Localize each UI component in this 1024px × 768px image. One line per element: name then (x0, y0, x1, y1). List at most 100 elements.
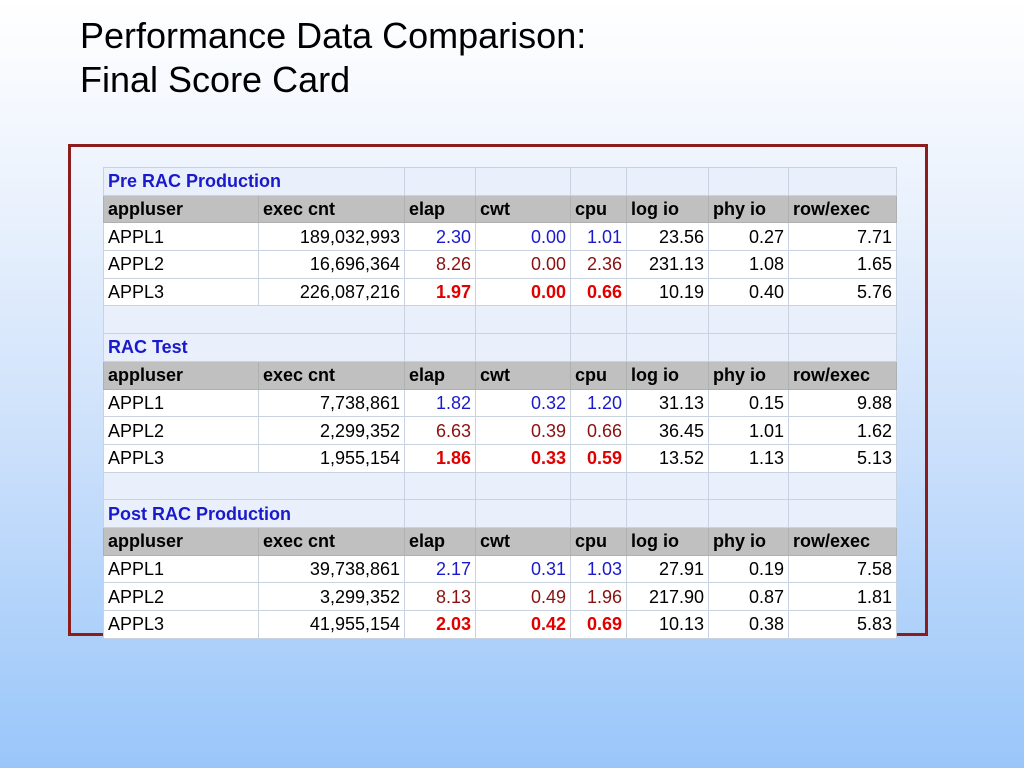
empty-cell (626, 305, 710, 335)
empty-cell (475, 499, 572, 528)
column-header: appluser (103, 194, 259, 224)
cell-row-exec: 5.76 (788, 277, 898, 307)
column-header: exec cnt (257, 526, 406, 556)
cell-exec-cnt: 16,696,364 (257, 250, 406, 279)
cell-cwt: 0.32 (475, 388, 572, 418)
empty-cell (708, 167, 790, 196)
spacer-row (102, 305, 898, 335)
cell-row-exec: 1.65 (788, 250, 898, 279)
slide-title: Performance Data Comparison: Final Score… (80, 14, 586, 102)
empty-cell (102, 471, 406, 501)
section-title-row: RAC Test (102, 333, 898, 362)
empty-cell (626, 167, 710, 196)
slide-title-line-1: Performance Data Comparison: (80, 15, 587, 56)
empty-cell (570, 167, 628, 196)
empty-cell (708, 499, 790, 528)
section-title-row: Post RAC Production (102, 499, 898, 528)
cell-elap: 6.63 (404, 416, 477, 445)
cell-phy-io: 1.13 (708, 443, 790, 473)
cell-cpu: 0.66 (570, 277, 628, 307)
section-title: Post RAC Production (102, 499, 406, 528)
cell-elap: 8.13 (404, 582, 477, 611)
column-header: cwt (475, 360, 572, 390)
cell-elap: 2.30 (404, 222, 477, 252)
column-header: row/exec (788, 526, 898, 556)
cell-phy-io: 0.15 (708, 388, 790, 418)
cell-elap: 1.86 (404, 443, 477, 473)
cell-elap: 1.97 (404, 277, 477, 307)
column-header-row: appluser exec cnt elap cwt cpu log io phy io ro… (103, 194, 898, 224)
cell-cwt: 0.00 (475, 250, 572, 279)
cell-phy-io: 0.87 (708, 582, 790, 611)
cell-log-io: 27.91 (626, 554, 710, 584)
empty-cell (788, 167, 898, 196)
cell-exec-cnt: 39,738,861 (257, 554, 406, 584)
empty-cell (102, 305, 406, 335)
cell-row-exec: 7.71 (788, 222, 898, 252)
cell-appluser: APPL1 (103, 222, 259, 252)
column-header: phy io (708, 526, 790, 556)
cell-exec-cnt: 3,299,352 (257, 582, 406, 611)
column-header: cpu (570, 526, 628, 556)
cell-cwt: 0.00 (475, 222, 572, 252)
empty-cell (475, 305, 572, 335)
cell-log-io: 10.13 (626, 610, 710, 639)
empty-cell (708, 333, 790, 362)
spacer-row (102, 471, 898, 501)
table-row: APPL2 2,299,352 6.63 0.39 0.66 36.45 1.01 1.62 (103, 416, 898, 445)
column-header: appluser (103, 360, 259, 390)
empty-cell (788, 333, 898, 362)
empty-cell (708, 471, 790, 501)
cell-cwt: 0.49 (475, 582, 572, 611)
column-header: appluser (103, 526, 259, 556)
column-header: log io (626, 360, 710, 390)
cell-elap: 2.17 (404, 554, 477, 584)
score-card-table: Pre RAC Production appluser exec cnt elap cw… (102, 167, 898, 639)
table-row: APPL1 189,032,993 2.30 0.00 1.01 23.56 0.27 7.7… (103, 222, 898, 252)
cell-appluser: APPL3 (103, 277, 259, 307)
empty-cell (626, 471, 710, 501)
cell-row-exec: 7.58 (788, 554, 898, 584)
cell-cpu: 2.36 (570, 250, 628, 279)
column-header: row/exec (788, 360, 898, 390)
cell-cwt: 0.33 (475, 443, 572, 473)
section-title-row: Pre RAC Production (102, 167, 898, 196)
table-row: APPL2 16,696,364 8.26 0.00 2.36 231.13 1.08 1.6… (103, 250, 898, 279)
table-row: APPL3 226,087,216 1.97 0.00 0.66 10.19 0.40 5.7… (103, 277, 898, 307)
cell-cpu: 1.01 (570, 222, 628, 252)
empty-cell (404, 167, 477, 196)
table-row: APPL1 39,738,861 2.17 0.31 1.03 27.91 0.19 7.58 (103, 554, 898, 584)
cell-phy-io: 0.27 (708, 222, 790, 252)
cell-cpu: 0.66 (570, 416, 628, 445)
column-header: elap (404, 194, 477, 224)
empty-cell (404, 499, 477, 528)
cell-appluser: APPL2 (103, 416, 259, 445)
column-header: exec cnt (257, 194, 406, 224)
empty-cell (404, 333, 477, 362)
cell-exec-cnt: 7,738,861 (257, 388, 406, 418)
empty-cell (788, 471, 898, 501)
section-title: RAC Test (102, 333, 406, 362)
column-header: cwt (475, 194, 572, 224)
cell-elap: 1.82 (404, 388, 477, 418)
empty-cell (570, 305, 628, 335)
column-header: cpu (570, 194, 628, 224)
cell-appluser: APPL3 (103, 610, 259, 639)
cell-exec-cnt: 1,955,154 (257, 443, 406, 473)
table-row: APPL3 41,955,154 2.03 0.42 0.69 10.13 0.38 5.83 (103, 610, 898, 639)
table-row: APPL3 1,955,154 1.86 0.33 0.59 13.52 1.13 5.13 (103, 443, 898, 473)
column-header: log io (626, 194, 710, 224)
cell-appluser: APPL1 (103, 554, 259, 584)
cell-log-io: 217.90 (626, 582, 710, 611)
column-header: row/exec (788, 194, 898, 224)
empty-cell (708, 305, 790, 335)
cell-phy-io: 1.01 (708, 416, 790, 445)
table-row: APPL1 7,738,861 1.82 0.32 1.20 31.13 0.15 9.88 (103, 388, 898, 418)
column-header-row: appluser exec cnt elap cwt cpu log io phy io ro… (103, 526, 898, 556)
section-title: Pre RAC Production (102, 167, 406, 196)
column-header-row: appluser exec cnt elap cwt cpu log io phy io ro… (103, 360, 898, 390)
cell-cpu: 0.69 (570, 610, 628, 639)
cell-cwt: 0.39 (475, 416, 572, 445)
column-header: cpu (570, 360, 628, 390)
empty-cell (475, 333, 572, 362)
